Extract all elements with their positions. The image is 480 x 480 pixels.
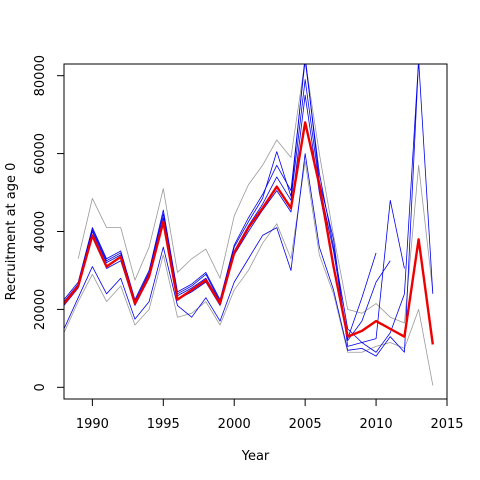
y-tick-label: 60000	[33, 133, 48, 174]
x-axis-title: Year	[241, 449, 270, 464]
y-axis: 0 20000 40000 60000 80000	[33, 55, 64, 391]
x-axis: 1990 1995 2000 2005 2010 2015	[76, 399, 464, 432]
y-tick-label: 40000	[33, 211, 48, 252]
x-tick-label: 2015	[430, 417, 463, 432]
series-line-main-0	[64, 121, 434, 345]
series-lines	[64, 64, 434, 386]
y-tick-label: 80000	[33, 55, 48, 96]
series-line-band-1	[77, 64, 434, 324]
series-line-retro-7	[64, 64, 434, 357]
x-tick-label: 2010	[360, 417, 393, 432]
x-tick-label: 1990	[76, 417, 109, 432]
y-axis-title: Recruitment at age 0	[4, 163, 19, 301]
series-line-retro-5	[64, 64, 405, 343]
series-line-band-2	[64, 160, 434, 386]
y-tick-label: 20000	[33, 289, 48, 330]
x-tick-label: 1995	[147, 417, 180, 432]
series-line-retro-6	[64, 64, 419, 353]
x-tick-label: 2000	[218, 417, 251, 432]
x-tick-label: 2005	[289, 417, 322, 432]
y-tick-label: 0	[33, 383, 48, 391]
